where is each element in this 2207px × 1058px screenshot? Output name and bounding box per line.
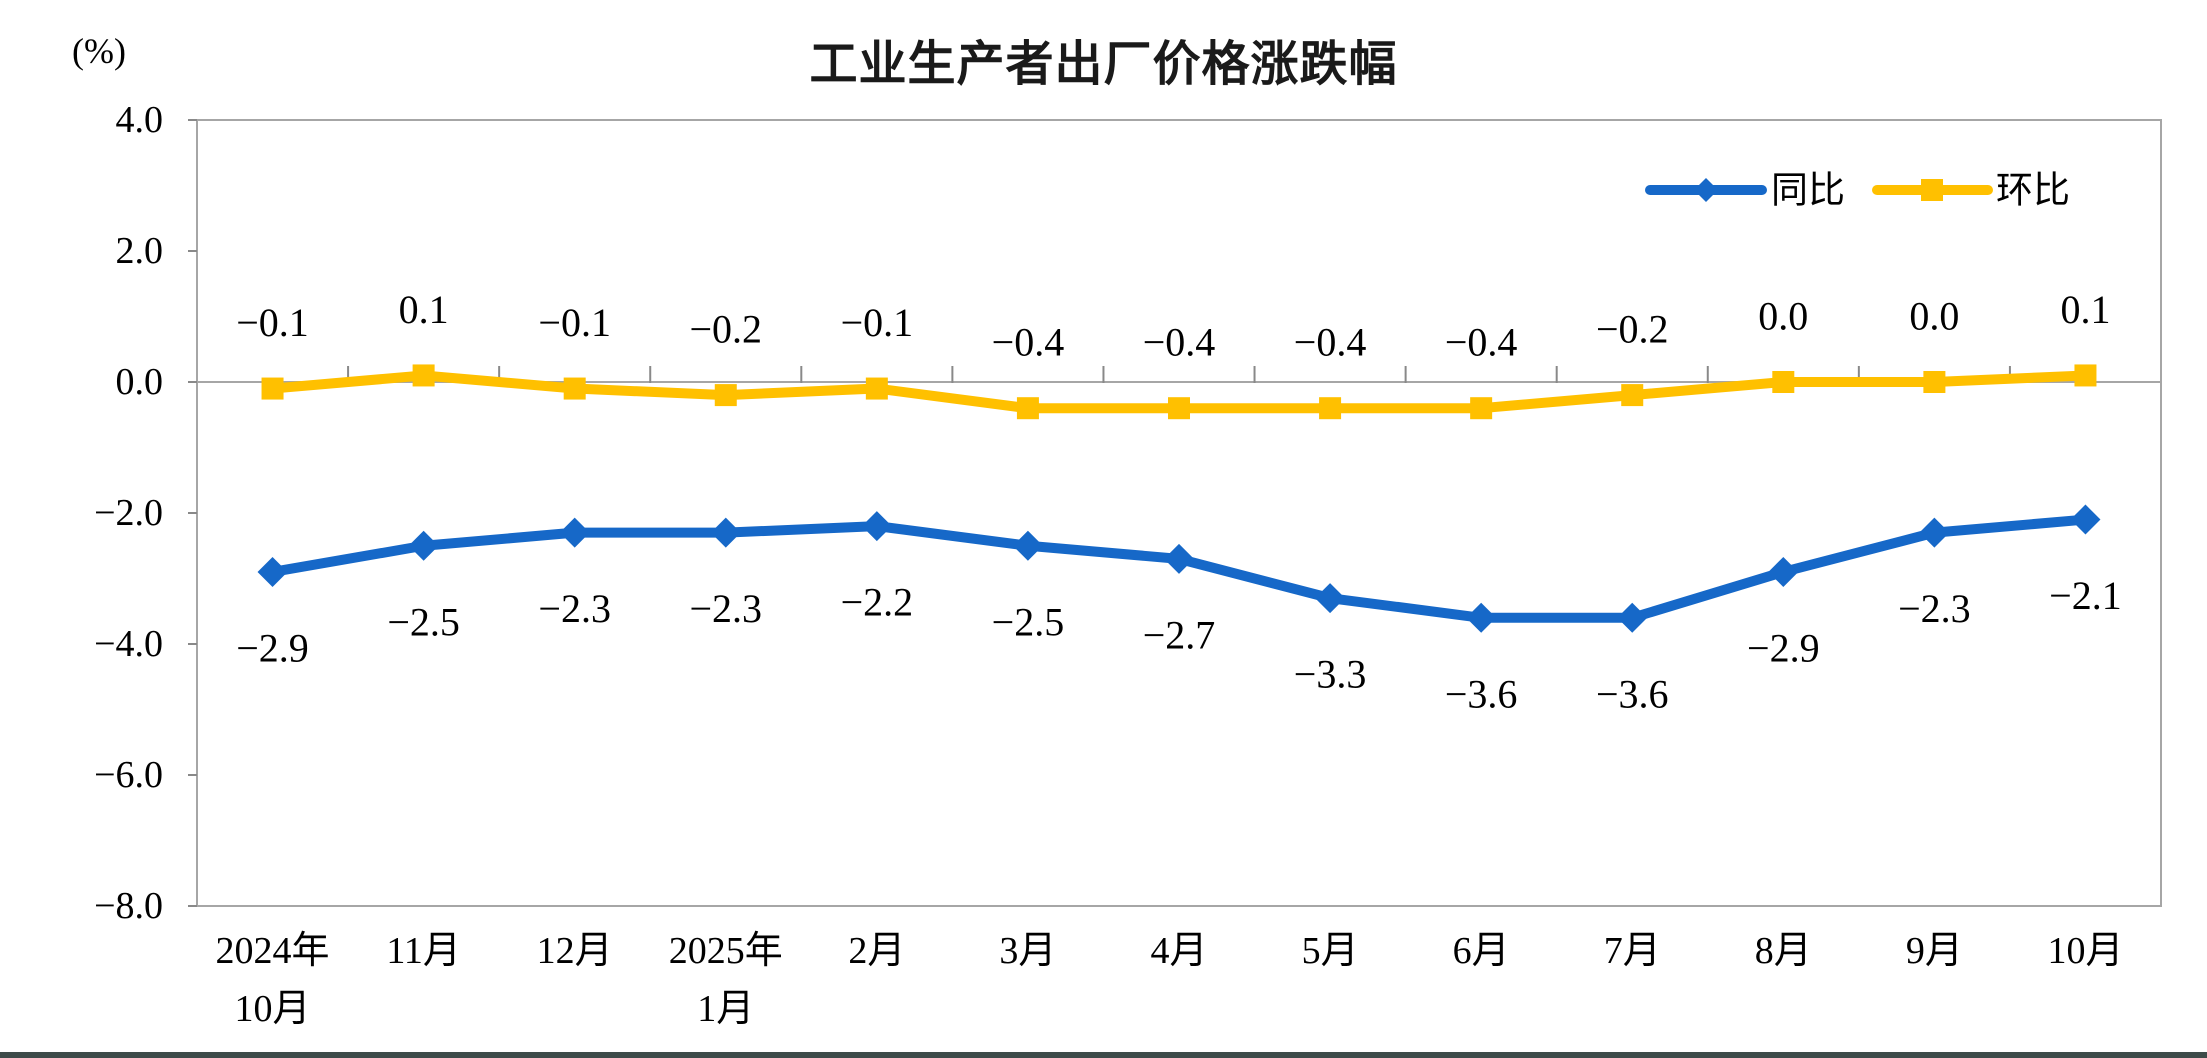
data-point-marker bbox=[861, 511, 892, 542]
y-axis-tick-label: −4.0 bbox=[94, 623, 163, 665]
data-label: −0.4 bbox=[1445, 320, 1518, 365]
data-point-marker bbox=[1168, 397, 1190, 420]
data-point-marker bbox=[559, 517, 590, 548]
bottom-bar bbox=[0, 1052, 2207, 1058]
data-label: −3.6 bbox=[1445, 671, 1518, 716]
x-axis-label: 6月 bbox=[1453, 930, 1510, 972]
data-label: −2.7 bbox=[1143, 612, 1216, 657]
data-point-marker bbox=[1919, 517, 1950, 548]
data-point-marker bbox=[714, 384, 737, 407]
data-point-marker bbox=[563, 377, 586, 400]
data-label: 0.1 bbox=[2060, 287, 2110, 332]
data-label: −0.4 bbox=[1143, 320, 1216, 365]
data-point-marker bbox=[1012, 530, 1043, 561]
x-axis-label: 5月 bbox=[1302, 930, 1359, 972]
y-axis-tick-label: −2.0 bbox=[94, 492, 163, 534]
data-label: 0.0 bbox=[1909, 294, 1959, 339]
legend-label-0: 同比 bbox=[1771, 170, 1845, 211]
data-point-marker bbox=[865, 377, 888, 400]
data-point-marker bbox=[257, 556, 288, 587]
data-point-marker bbox=[1164, 543, 1194, 574]
data-label: −2.5 bbox=[387, 599, 460, 644]
data-point-marker bbox=[1470, 397, 1493, 420]
data-label: −0.4 bbox=[992, 320, 1065, 365]
data-label: −0.2 bbox=[689, 307, 762, 352]
data-point-marker bbox=[1016, 397, 1039, 420]
data-point-marker bbox=[1772, 371, 1795, 393]
x-axis-label: 10月 bbox=[2047, 930, 2123, 972]
y-axis-tick-label: −6.0 bbox=[94, 754, 163, 796]
data-label: −2.9 bbox=[236, 625, 309, 670]
x-axis-label: 3月 bbox=[999, 930, 1056, 972]
data-label: −2.5 bbox=[992, 599, 1065, 644]
data-label: −2.3 bbox=[689, 586, 762, 631]
x-axis-label-line2: 10月 bbox=[235, 988, 311, 1030]
data-label: −2.9 bbox=[1747, 625, 1820, 670]
data-point-marker bbox=[1315, 583, 1346, 614]
data-label: −3.6 bbox=[1596, 671, 1669, 716]
data-point-marker bbox=[408, 530, 439, 561]
data-label: −2.1 bbox=[2049, 573, 2122, 618]
plot-border bbox=[196, 119, 2162, 907]
data-point-marker bbox=[1621, 384, 1644, 407]
y-axis-tick-label: −8.0 bbox=[94, 885, 163, 927]
data-point-marker bbox=[1466, 602, 1497, 633]
data-label: −0.1 bbox=[841, 300, 914, 345]
x-axis-label: 4月 bbox=[1150, 930, 1207, 972]
x-axis-label: 2月 bbox=[848, 930, 905, 972]
x-axis-label: 2025年 bbox=[669, 930, 783, 972]
data-label: 0.1 bbox=[399, 287, 449, 332]
x-axis-label-line2: 1月 bbox=[697, 988, 754, 1030]
x-axis-label: 2024年 bbox=[216, 930, 330, 972]
data-point-marker bbox=[710, 517, 741, 548]
data-point-marker bbox=[2074, 364, 2097, 387]
x-axis-label: 7月 bbox=[1604, 930, 1661, 972]
data-point-marker bbox=[261, 377, 284, 400]
x-axis-label: 11月 bbox=[386, 930, 461, 972]
y-axis-tick-label: 2.0 bbox=[116, 230, 164, 272]
data-label: −0.2 bbox=[1596, 307, 1669, 352]
data-point-marker bbox=[1319, 397, 1342, 420]
data-label: −0.1 bbox=[236, 300, 309, 345]
data-label: −3.3 bbox=[1294, 652, 1367, 697]
x-axis-label: 9月 bbox=[1906, 930, 1963, 972]
y-axis-unit-label: (%) bbox=[72, 31, 126, 71]
chart-title: 工业生产者出厂价格涨跌幅 bbox=[809, 38, 1398, 91]
data-label: −2.3 bbox=[538, 586, 611, 631]
data-label: 0.0 bbox=[1758, 294, 1808, 339]
data-point-marker bbox=[412, 364, 435, 387]
x-axis-label: 12月 bbox=[537, 930, 613, 972]
legend-marker-diamond bbox=[1694, 178, 1718, 202]
x-axis-label: 8月 bbox=[1755, 930, 1812, 972]
data-point-marker bbox=[1923, 371, 1946, 393]
data-label: −2.2 bbox=[841, 580, 914, 625]
data-point-marker bbox=[1768, 556, 1799, 587]
data-label: −2.3 bbox=[1898, 586, 1971, 631]
data-point-marker bbox=[2070, 504, 2101, 535]
data-label: −0.4 bbox=[1294, 320, 1367, 365]
data-point-marker bbox=[1617, 602, 1648, 633]
y-axis-tick-label: 4.0 bbox=[116, 99, 164, 141]
legend-label-1: 环比 bbox=[1996, 170, 2070, 211]
data-label: −0.1 bbox=[538, 300, 611, 345]
y-axis-tick-label: 0.0 bbox=[116, 361, 164, 403]
legend-marker-square bbox=[1921, 179, 1943, 201]
